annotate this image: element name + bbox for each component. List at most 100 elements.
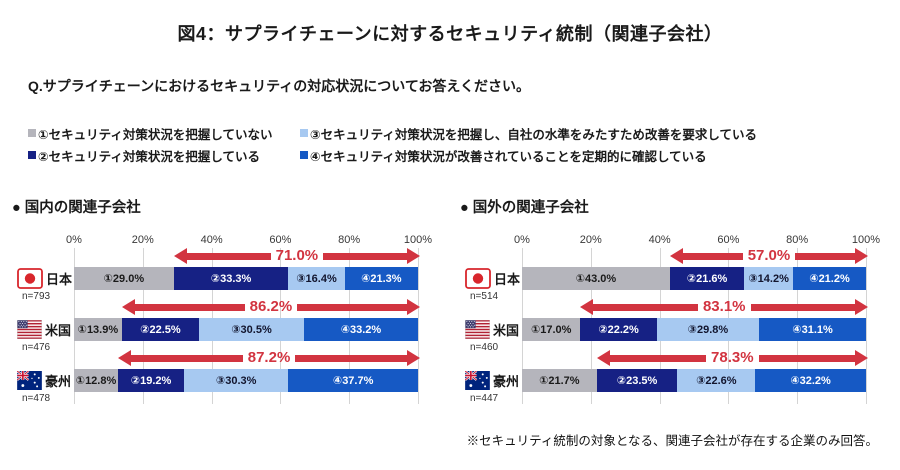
bar-segment-label: ②22.2% [598,324,639,336]
section-title-foreign: ● 国外の関連子会社 [460,200,589,216]
bar-segment: ②22.2% [580,318,657,341]
row-plot: 78.3% ①21.7% ②23.5% ③22.6% ④32.2% [522,349,868,396]
bar-segment-label: ④32.2% [790,375,831,387]
arrow-percentage-label: 57.0% [747,247,791,264]
arrow-percentage-label: 87.2% [247,349,291,366]
question-text: Q.サプライチェーンにおけるセキュリティの対応状況についてお答えください。 [28,78,530,94]
arrowhead-left-icon [580,299,594,315]
row-header: 米国 n=460 [458,299,522,353]
row-header: 日本 n=793 [10,248,74,302]
country-row: 豪州 n=447 78.3% ①21.7% ②23.5% ③22.6% ④32.2% [458,349,890,404]
country-label: 豪州 [45,374,72,389]
bar-segment-label: ④31.1% [792,324,833,336]
arrow-percentage-label: 78.3% [711,349,754,366]
bar-segment: ④31.1% [759,318,866,341]
legend-label: ③セキュリティ対策状況を把握し、自社の水準をみたすため改善を要求している [310,127,757,142]
stacked-bar: ①21.7% ②23.5% ③22.6% ④32.2% [522,369,866,392]
charts-row: ● 国内の関連子会社 0% 20% 40% 60% 80% 100% 日本 n=793 71.0… [10,196,900,404]
bar-segment-label: ①29.0% [103,273,145,285]
country-row: 米国 n=476 86.2% ①13.9% ②22.5% ③30.5% ④33.2% [10,298,442,353]
legend: ①セキュリティ対策状況を把握していない ②セキュリティ対策状況を把握している ③セキ… [28,122,900,166]
bar-segment: ①21.7% [522,369,597,392]
range-arrow: 87.2% [118,349,421,366]
country-label: 米国 [45,323,72,338]
range-arrow: 71.0% [173,248,421,264]
x-axis-ticks: 0% 20% 40% 60% 80% 100% [514,231,880,248]
sample-size-label: n=447 [470,393,499,404]
x-axis-tick-label: 100% [851,234,881,246]
arrowhead-right-icon [407,248,421,264]
bar-segment: ①43.0% [522,267,670,290]
row-plot: 86.2% ①13.9% ②22.5% ③30.5% ④33.2% [74,298,421,345]
row-plot: 83.1% ①17.0% ②22.2% ③29.8% ④31.1% [522,299,869,345]
x-axis-tick-label: 80% [338,234,361,246]
row-plot: 57.0% ①43.0% ②21.6% ③14.2% ④21.2% [522,247,869,294]
arrow-line [750,303,856,311]
row-header: 米国 n=476 [10,299,74,353]
row-plot: 71.0% ①29.0% ②33.3% ③16.4% ④21.3% [74,248,421,294]
legend-item: ④セキュリティ対策状況が改善されていることを定期的に確認している [300,146,900,165]
bar-segment: ③14.2% [744,267,794,290]
bar-segment: ②21.6% [669,267,745,290]
legend-swatch [28,129,36,137]
bar-segment-label: ③14.2% [748,273,789,285]
usa-flag-icon [465,320,490,339]
legend-item: ③セキュリティ対策状況を把握し、自社の水準をみたすため改善を要求している [300,124,900,143]
japan-flag-icon [17,268,43,289]
arrowhead-right-icon [855,248,869,264]
arrowhead-left-icon [121,299,135,315]
range-arrow: 86.2% [121,298,421,315]
legend-swatch [28,151,36,159]
bar-segment: ③30.5% [199,318,304,341]
row-flagline: 豪州 [465,369,519,392]
legend-swatch [300,151,308,159]
arrowhead-left-icon [596,350,610,366]
sample-size-label: n=476 [22,342,51,353]
country-row: 日本 n=793 71.0% ①29.0% ②33.3% ③16.4% ④21.3% [10,248,442,302]
country-label: 日本 [494,272,521,287]
bar-segment-label: ④21.2% [809,273,850,285]
chart-body-domestic: 0% 20% 40% 60% 80% 100% 日本 n=793 71.0% ①29.0% ②33.… [10,231,442,404]
legend-swatch [300,129,308,137]
bar-segment-label: ④37.7% [332,375,374,387]
bar-segment-label: ④21.3% [361,273,402,285]
x-axis-tick-label: 40% [648,234,671,246]
country-row: 豪州 n=478 87.2% ①12.8% ②19.2% ③30.3% ④37.7% [10,349,442,404]
arrowhead-right-icon [407,350,421,366]
sample-size-label: n=514 [470,291,499,302]
bar-segment-label: ②33.3% [210,273,252,285]
sample-size-label: n=460 [470,342,499,353]
bar-segment-label: ③29.8% [687,324,729,336]
bar-segment-label: ①43.0% [575,273,617,285]
bar-segment-label: ②19.2% [130,375,172,387]
arrow-line [131,354,243,362]
x-axis-ticks: 0% 20% 40% 60% 80% 100% [66,231,432,248]
arrow-line [609,354,707,362]
chart-body-foreign: 0% 20% 40% 60% 80% 100% 日本 n=514 57.0% ①43.0% ②21.… [458,231,890,404]
row-flagline: 豪州 [17,369,71,392]
bar-segment-label: ②21.6% [686,273,728,285]
bar-segment: ③22.6% [677,369,756,392]
country-row: 日本 n=514 57.0% ①43.0% ②21.6% ③14.2% ④21.2% [458,247,890,302]
x-axis-tick-label: 80% [786,234,809,246]
x-axis-tick-label: 100% [403,234,433,246]
row-flagline: 米国 [465,318,519,341]
legend-item: ②セキュリティ対策状況を把握している [28,146,300,165]
country-label: 米国 [493,323,520,338]
bar-segment-label: ③30.5% [231,324,272,336]
bar-segment-label: ③22.6% [696,375,737,387]
bar-segment: ②22.5% [121,318,200,341]
arrow-line [682,252,743,260]
bar-segment-label: ①17.0% [530,324,572,336]
range-arrow: 78.3% [596,349,868,366]
arrow-line [295,354,408,362]
country-row: 米国 n=460 83.1% ①17.0% ②22.2% ③29.8% ④31.1% [458,299,890,353]
bar-segment: ④33.2% [303,318,418,341]
arrowhead-left-icon [173,248,187,264]
stacked-bar: ①13.9% ②22.5% ③30.5% ④33.2% [74,318,418,341]
arrow-line [186,252,271,260]
arrow-percentage-label: 86.2% [249,298,293,315]
row-flagline: 米国 [17,318,71,341]
australia-flag-icon [465,371,490,390]
country-label: 日本 [46,272,73,287]
